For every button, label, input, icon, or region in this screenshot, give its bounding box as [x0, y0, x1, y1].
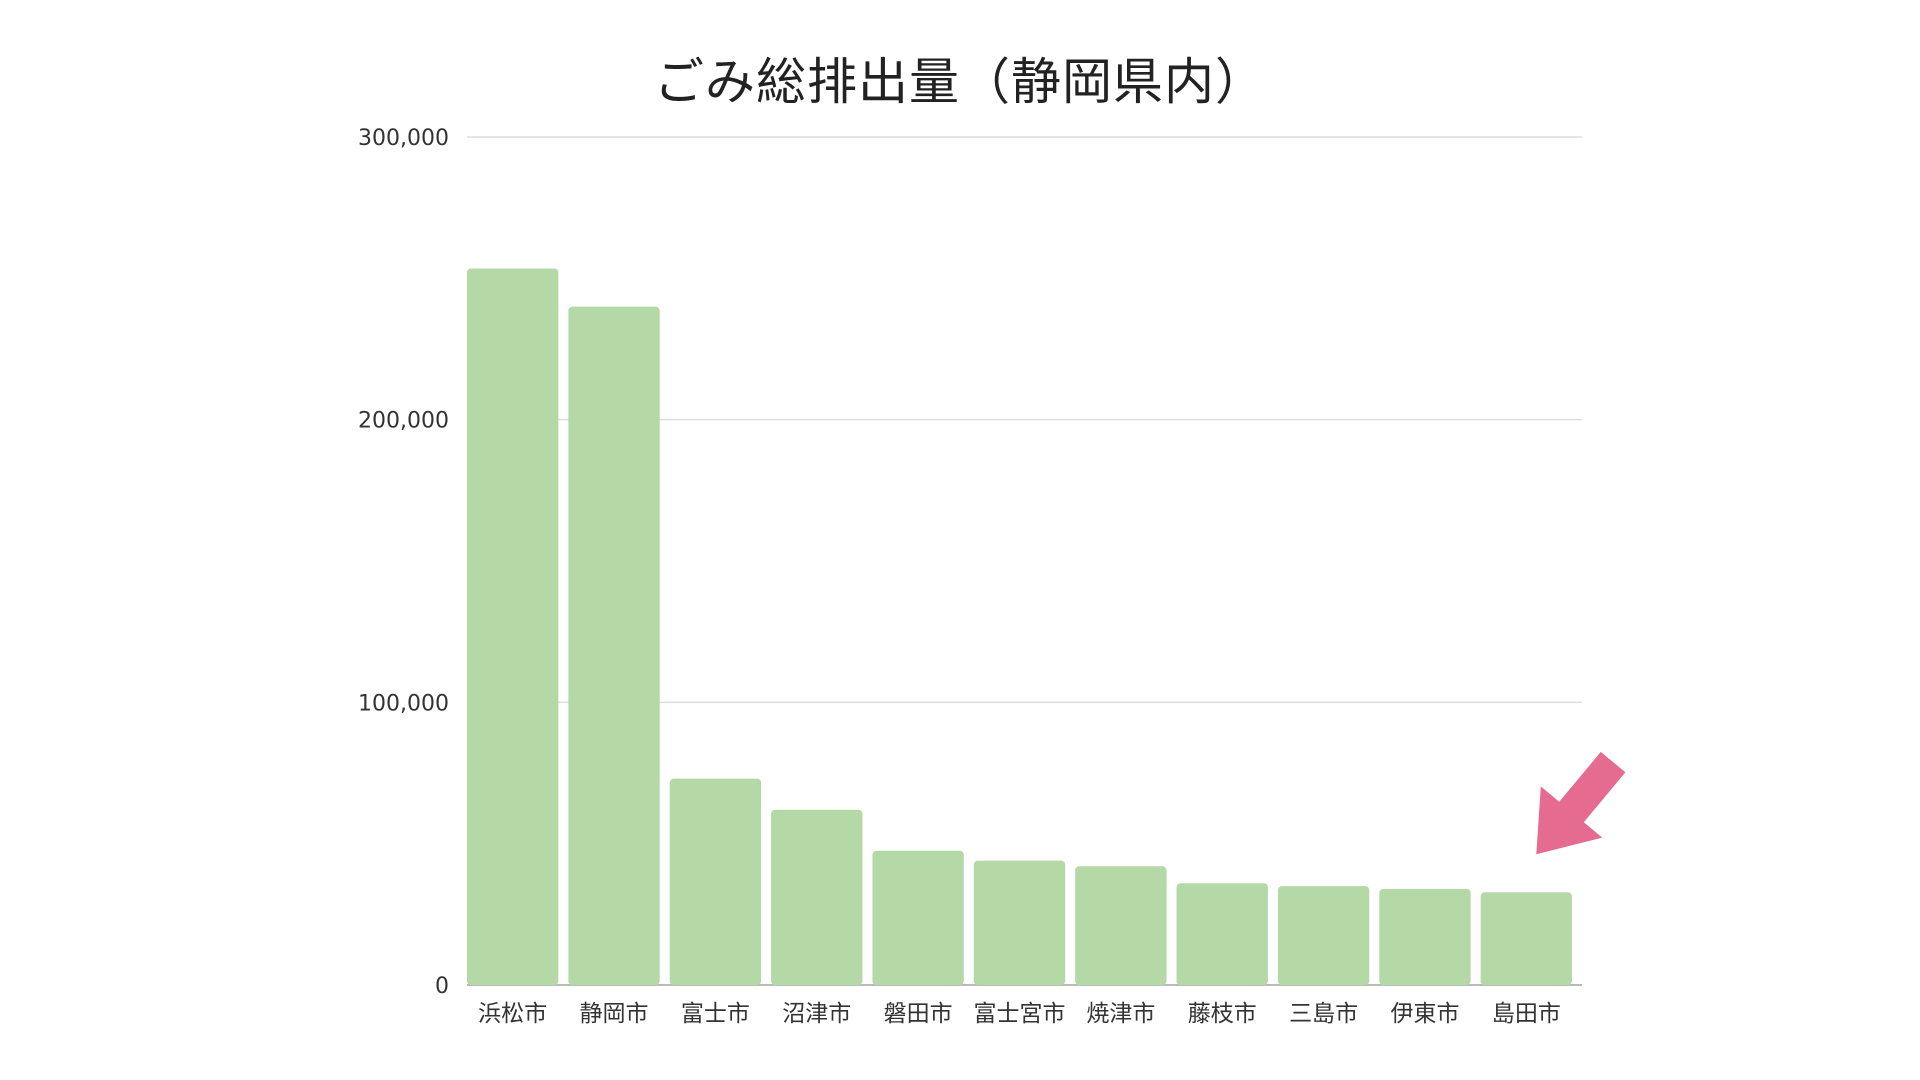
highlight-arrow: [1536, 751, 1626, 855]
bar-layer: [467, 268, 1572, 986]
x-tick-label: 伊東市: [1390, 1001, 1459, 1027]
y-tick-label: 200,000: [358, 409, 449, 434]
x-tick-label: 富士宮市: [974, 1001, 1066, 1027]
bar-9: [1277, 886, 1370, 985]
x-tick-label: 磐田市: [884, 1001, 953, 1027]
x-tick-label: 焼津市: [1086, 1001, 1155, 1027]
x-tick-label: 静岡市: [580, 1001, 649, 1027]
x-tick-label: 藤枝市: [1188, 1001, 1257, 1027]
bar-8: [1176, 883, 1268, 985]
bar-10: [1379, 888, 1471, 985]
bar-3: [669, 778, 762, 985]
bar-1: [467, 268, 559, 985]
annotation-layer: [1536, 751, 1626, 855]
x-axis-ticks: 浜松市 静岡市 富士市 沼津市 磐田市 富士宮市 焼津市 藤枝市 三島市 伊東市 島田市: [478, 1001, 1561, 1027]
chart-title: ごみ総排出量（静岡県内）: [654, 53, 1266, 111]
y-tick-label: 100,000: [358, 691, 449, 716]
x-tick-label: 浜松市: [478, 1001, 547, 1027]
y-tick-label: 300,000: [358, 126, 449, 151]
x-tick-label: 島田市: [1492, 1001, 1561, 1027]
bar-5: [872, 850, 964, 985]
y-axis-ticks: 0 100,000 200,000 300,000: [358, 126, 449, 999]
bar-2: [568, 306, 660, 986]
bar-11: [1480, 892, 1572, 985]
y-tick-label: 0: [435, 974, 449, 999]
bar-7: [1075, 866, 1167, 985]
x-tick-label: 沼津市: [782, 1001, 851, 1027]
bar-4: [771, 809, 863, 985]
bar-6: [973, 860, 1066, 985]
x-tick-label: 三島市: [1289, 1001, 1358, 1027]
x-tick-label: 富士市: [681, 1001, 750, 1027]
